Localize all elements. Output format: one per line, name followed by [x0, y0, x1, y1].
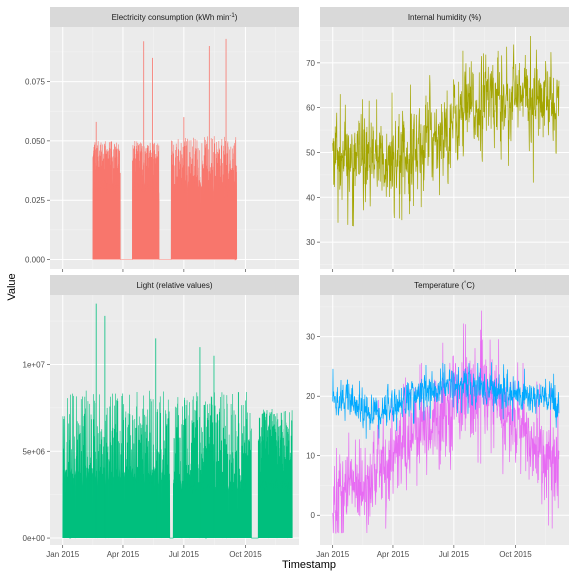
x-tick-label: Jul 2015 [169, 550, 200, 559]
y-tick-label: 0.050 [25, 137, 46, 146]
y-tick-label: 0 [311, 511, 316, 520]
series-line-0 [332, 310, 560, 534]
facet-title-superscript: ° [464, 281, 467, 287]
y-axis-title: Value [6, 273, 18, 300]
facet-title: Internal humidity (%) [408, 13, 482, 22]
facet-title-main: Temperature ( [414, 281, 464, 290]
facet-strip [50, 7, 299, 27]
y-tick-label: 10 [306, 452, 315, 461]
facet-panel-3: Temperature (°C) 0 10 20 30 Jan 2015 Apr 2015 J… [306, 275, 569, 559]
x-tick-label: Oct 2015 [499, 550, 532, 559]
series-line-1 [332, 362, 560, 439]
y-tick-label: 0.025 [25, 196, 46, 205]
facet-panel-1: Internal humidity (%) 30 40 50 60 70 [306, 7, 569, 272]
y-tick-label: 5e+06 [23, 447, 46, 456]
x-axis-title: Timestamp [282, 559, 336, 571]
facet-strip [50, 275, 299, 295]
facet-strip [320, 7, 569, 27]
y-tick-label: 30 [306, 333, 315, 342]
series-line-0 [332, 35, 560, 227]
facet-title-end: ) [235, 13, 238, 22]
facet-title-main: Internal humidity (%) [408, 13, 482, 22]
series-fill-0 [92, 177, 237, 260]
series-group [62, 303, 293, 539]
facet-panel-2: Light (relative values) 0e+00 5e+06 1e+07 Ja… [23, 275, 299, 559]
series-group [332, 310, 560, 534]
y-tick-label: 1e+07 [23, 360, 46, 369]
series-group [332, 35, 560, 227]
facet-title: Temperature (°C) [414, 281, 475, 290]
facet-title-end: C) [466, 281, 475, 290]
y-tick-label: 30 [306, 238, 315, 247]
facet-title: Light (relative values) [136, 281, 212, 290]
y-tick-label: 60 [306, 104, 315, 113]
facet-title-main: Electricity consumption (kWh min [112, 13, 230, 22]
facet-title-main: Light (relative values) [136, 281, 212, 290]
y-tick-label: 20 [306, 392, 315, 401]
x-tick-label: Jul 2015 [439, 550, 470, 559]
series-group [92, 38, 238, 261]
x-tick-label: Oct 2015 [229, 550, 262, 559]
x-tick-label: Apr 2015 [107, 550, 140, 559]
y-tick-label: 0.000 [25, 256, 46, 265]
y-tick-label: 40 [306, 193, 315, 202]
x-tick-label: Jan 2015 [46, 550, 79, 559]
x-tick-label: Jan 2015 [316, 550, 349, 559]
x-tick-label: Apr 2015 [377, 550, 410, 559]
facet-title-superscript: -1 [229, 13, 235, 19]
y-tick-label: 70 [306, 59, 315, 68]
facet-strip [320, 275, 569, 295]
series-fill-0 [62, 468, 293, 539]
y-tick-label: 50 [306, 148, 315, 157]
facet-title: Electricity consumption (kWh min-1) [112, 13, 238, 22]
y-tick-label: 0.075 [25, 78, 46, 87]
facet-panel-0: Electricity consumption (kWh min-1) 0.000… [25, 7, 299, 272]
y-tick-label: 0e+00 [23, 534, 46, 543]
